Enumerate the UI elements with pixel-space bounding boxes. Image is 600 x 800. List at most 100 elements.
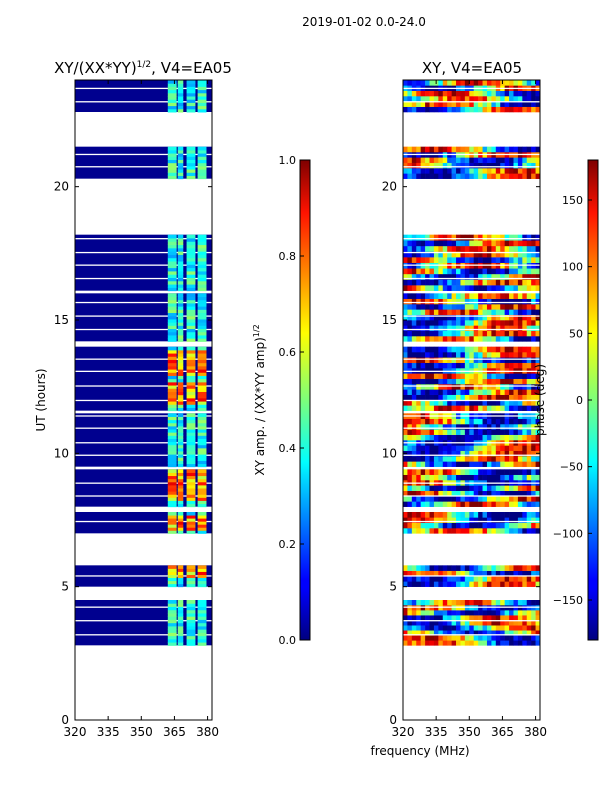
right-phase-cell bbox=[531, 298, 536, 305]
right-phase-cell bbox=[513, 378, 519, 385]
right-phase-cell bbox=[442, 245, 448, 252]
left-channel-cell bbox=[167, 606, 177, 611]
right-phase-cell bbox=[429, 469, 435, 475]
left-channel-cell bbox=[197, 469, 207, 473]
right-phase-cell bbox=[407, 635, 413, 641]
right-phase-cell bbox=[456, 245, 461, 252]
right-phase-cell bbox=[456, 570, 461, 577]
right-phase-cell bbox=[407, 298, 413, 305]
right-phase-cell bbox=[495, 496, 501, 502]
right-phase-cell bbox=[478, 373, 483, 379]
right-phase-cell bbox=[420, 336, 426, 342]
right-phase-cell bbox=[460, 517, 466, 523]
right-phase-cell bbox=[433, 257, 439, 263]
right-phase-cell bbox=[425, 90, 430, 97]
right-phase-cell bbox=[513, 485, 519, 491]
right-phase-cell bbox=[491, 378, 497, 385]
right-phase-cell bbox=[473, 610, 479, 616]
left-channel-cell bbox=[197, 241, 207, 246]
right-phase-cell bbox=[451, 625, 457, 631]
right-phase-cell bbox=[451, 490, 457, 497]
right-phase-cell bbox=[491, 456, 497, 462]
right-phase-cell bbox=[447, 400, 452, 406]
right-phase-cell bbox=[517, 469, 523, 475]
left-channel-cell bbox=[186, 603, 196, 607]
right-phase-cell bbox=[473, 405, 479, 411]
right-phase-cell bbox=[478, 146, 483, 153]
right-phase-cell bbox=[469, 501, 475, 507]
right-phase-cell bbox=[478, 581, 483, 587]
right-phase-cell bbox=[491, 90, 497, 97]
right-phase-cell bbox=[429, 168, 435, 174]
right-phase-cell bbox=[473, 293, 479, 299]
left-channel-cell bbox=[197, 264, 207, 269]
right-phase-cell bbox=[429, 314, 435, 321]
right-phase-cell bbox=[504, 610, 510, 616]
right-phase-cell bbox=[504, 456, 510, 462]
right-phase-cell bbox=[535, 576, 541, 582]
right-phase-cell bbox=[522, 445, 528, 451]
right-phase-cell bbox=[535, 234, 541, 241]
right-phase-cell bbox=[447, 346, 452, 353]
right-phase-cell bbox=[464, 474, 470, 481]
left-channel-cell bbox=[167, 435, 177, 439]
right-phase-cell bbox=[451, 80, 457, 86]
right-phase-cell bbox=[425, 405, 430, 411]
right-phase-cell bbox=[411, 600, 417, 606]
right-phase-cell bbox=[522, 576, 528, 582]
right-phase-cell bbox=[517, 517, 523, 523]
right-phase-cell bbox=[504, 80, 510, 86]
right-phase-cell bbox=[526, 285, 532, 291]
right-phase-cell bbox=[495, 625, 501, 631]
right-phase-cell bbox=[433, 101, 439, 107]
right-phase-cell bbox=[433, 405, 439, 411]
left-channel-cell bbox=[167, 372, 177, 376]
right-phase-cell bbox=[403, 101, 408, 107]
right-phase-cell bbox=[429, 384, 435, 390]
right-phase-cell bbox=[460, 485, 466, 491]
left-channel-cell bbox=[197, 159, 207, 164]
right-phase-cell bbox=[526, 600, 532, 606]
right-phase-cell bbox=[420, 581, 426, 587]
right-phase-cell bbox=[416, 240, 421, 247]
right-phase-cell bbox=[447, 429, 452, 435]
right-phase-cell bbox=[486, 565, 492, 571]
left-channel-cell bbox=[177, 503, 184, 508]
right-phase-cell bbox=[513, 373, 519, 379]
right-phase-cell bbox=[429, 640, 435, 646]
right-phase-cell bbox=[442, 106, 448, 113]
right-phase-cell bbox=[407, 394, 413, 401]
right-phase-cell bbox=[495, 336, 501, 342]
right-phase-cell bbox=[433, 424, 439, 430]
left-channel-cell bbox=[186, 521, 196, 525]
right-phase-cell bbox=[473, 625, 479, 631]
right-phase-cell bbox=[420, 434, 426, 441]
right-phase-cell bbox=[447, 461, 452, 467]
left-channel-cell bbox=[167, 331, 177, 336]
left-channel-cell bbox=[177, 472, 184, 477]
right-phase-cell bbox=[491, 600, 497, 606]
left-channel-cell bbox=[197, 635, 207, 640]
right-phase-cell bbox=[403, 610, 408, 616]
right-phase-cell bbox=[535, 512, 541, 518]
right-phase-cell bbox=[513, 357, 519, 363]
left-channel-cell bbox=[186, 362, 196, 367]
right-flag-line bbox=[403, 238, 540, 240]
right-phase-cell bbox=[491, 279, 497, 286]
right-phase-cell bbox=[478, 565, 483, 571]
left-channel-cell bbox=[177, 312, 184, 317]
right-phase-cell bbox=[460, 565, 466, 571]
left-channel-cell bbox=[186, 261, 196, 265]
right-phase-cell bbox=[447, 173, 452, 179]
right-phase-cell bbox=[416, 400, 421, 406]
left-channel-cell bbox=[167, 491, 177, 495]
right-phase-cell bbox=[517, 496, 523, 502]
right-phase-cell bbox=[451, 474, 457, 481]
left-channel-cell bbox=[167, 302, 177, 307]
right-phase-cell bbox=[517, 625, 523, 631]
left-flag-line bbox=[75, 277, 212, 280]
right-phase-cell bbox=[416, 461, 421, 467]
right-phase-cell bbox=[473, 635, 479, 641]
right-phase-cell bbox=[403, 576, 408, 582]
left-channel-cell bbox=[197, 429, 207, 433]
